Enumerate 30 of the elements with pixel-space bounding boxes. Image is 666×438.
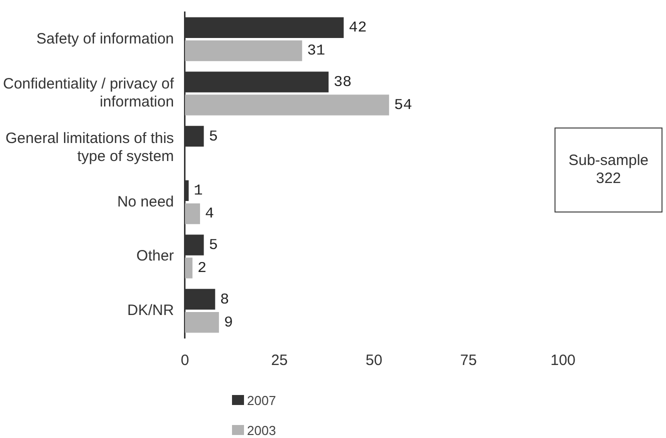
data-label: 8 [220,291,230,308]
data-label: 38 [334,74,352,91]
bar [184,203,200,224]
legend-label: 2007 [247,392,276,408]
text: Sub-sample 322 [568,152,649,188]
data-label: 1 [194,182,203,200]
data-label: 5 [208,128,218,146]
data-label: 5 [208,236,218,254]
x-tick-label: 75 [460,352,477,370]
bar [184,94,390,116]
x-tick-label: 0 [180,352,190,370]
y-tick-label: Safety of information [36,30,174,48]
x-tick-label: 50 [366,352,382,370]
data-label: 4 [205,206,214,223]
bar [184,258,192,278]
bar [184,312,219,333]
y-tick-label: Other [136,248,174,265]
y-tick-label: No need [117,193,174,210]
data-label: 2 [197,260,206,278]
legend-label: 2003 [247,422,276,438]
x-tick-label: 25 [271,352,288,370]
y-tick-label: DK/NR [127,302,174,319]
data-label: 31 [307,42,326,60]
y-tick-label: General limitations of this type of system [6,130,174,165]
x-tick-label: 100 [550,352,576,370]
y-tick-label: Confidentiality / privacy of information [2,76,175,111]
data-label: 42 [348,20,367,37]
data-label: 9 [224,314,233,332]
data-label: 54 [394,97,412,114]
bar [184,40,302,62]
